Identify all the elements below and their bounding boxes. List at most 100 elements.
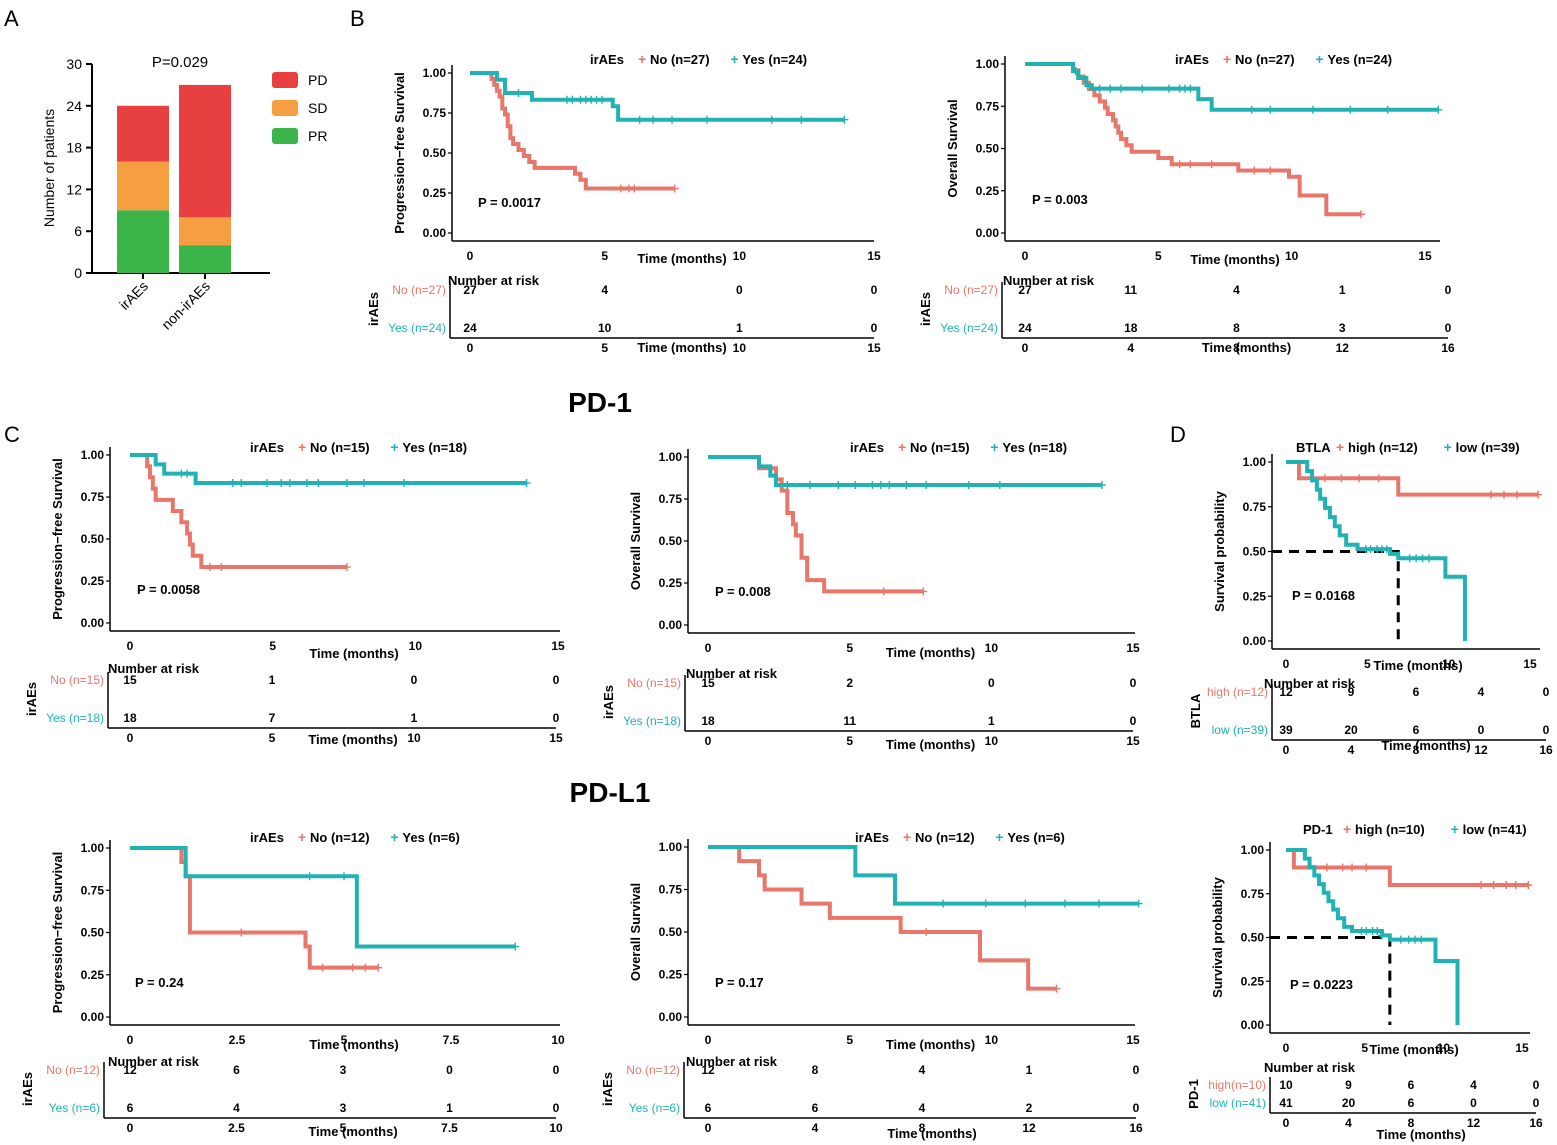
risk-title: Number at risk <box>686 666 778 681</box>
risk-x-tick: 4 <box>1127 341 1134 355</box>
legend-marker: + <box>638 51 646 67</box>
bar-pr-non-iraes <box>179 245 231 273</box>
x-tick-label: 15 <box>1418 249 1432 263</box>
y-tick-label: 0.50 <box>423 146 447 160</box>
panel-letter-a: A <box>4 6 19 31</box>
risk-x-tick: 12 <box>1336 341 1350 355</box>
risk-x-tick: 10 <box>407 731 421 745</box>
risk-value: 6 <box>127 1101 134 1115</box>
legend-marker: + <box>1451 821 1459 837</box>
risk-value: 0 <box>736 283 743 297</box>
y-tick-label: 30 <box>66 56 82 72</box>
risk-value: 1 <box>411 711 418 725</box>
y-tick-label: 0.50 <box>1241 931 1265 945</box>
x-tick-label: 10 <box>1437 1041 1451 1055</box>
risk-value: 0 <box>1543 723 1550 737</box>
y-tick-label: 0.00 <box>423 226 447 240</box>
risk-x-tick: 2.5 <box>228 1121 245 1135</box>
y-axis-label: Progression−free Survival <box>392 72 407 234</box>
risk-x-tick: 16 <box>1441 341 1455 355</box>
x-axis-label: Time (months) <box>886 1037 975 1052</box>
y-tick-label: 0.00 <box>81 1010 105 1024</box>
y-tick-label: 0.00 <box>1241 1018 1265 1032</box>
survival-curve-a <box>708 455 924 594</box>
x-tick-label: 10 <box>551 1033 565 1047</box>
risk-row-title: irAEs <box>601 685 616 719</box>
legend-title: irAEs <box>855 830 889 845</box>
legend-label: high (n=12) <box>1348 440 1418 455</box>
risk-title: Number at risk <box>1264 676 1356 691</box>
censor-mark <box>359 479 368 488</box>
risk-value: 10 <box>1279 1078 1293 1092</box>
risk-row-label: Yes (n=24) <box>388 321 446 335</box>
risk-x-tick: 5 <box>846 734 853 748</box>
censor-mark <box>305 872 314 881</box>
risk-x-tick: 16 <box>1129 1121 1143 1135</box>
censor-mark <box>1106 84 1115 93</box>
chart-title: P=0.029 <box>152 54 208 71</box>
section-title-pd1: PD-1 <box>568 387 632 418</box>
x-tick-label: non-irAEs <box>158 278 213 333</box>
risk-value: 0 <box>553 1063 560 1077</box>
y-tick-label: 1.00 <box>81 448 105 462</box>
survival-curve-b <box>1286 460 1467 641</box>
x-axis-label: Time (months) <box>309 1037 398 1052</box>
censor-mark <box>783 481 792 490</box>
risk-x-tick: 0 <box>1283 1116 1290 1130</box>
censor-mark <box>348 963 357 972</box>
censor-mark <box>511 942 520 951</box>
legend-label-pr: PR <box>308 128 327 144</box>
x-tick-label: 5 <box>1361 1041 1368 1055</box>
panel-label-c: C <box>4 422 20 447</box>
risk-x-tick: 10 <box>549 1121 563 1135</box>
risk-x-tick: 12 <box>1474 743 1488 757</box>
section-title-pdl1: PD-L1 <box>570 777 651 808</box>
censor-mark <box>1250 166 1259 175</box>
risk-x-tick: 15 <box>1126 734 1140 748</box>
censor-mark <box>374 963 383 972</box>
censor-mark <box>1434 105 1443 114</box>
censor-mark <box>649 115 658 124</box>
x-tick-label: 0 <box>1283 657 1290 671</box>
risk-x-tick: 10 <box>733 341 747 355</box>
bar-pr-iraes <box>117 210 169 273</box>
legend-marker: + <box>903 829 911 845</box>
risk-value: 12 <box>701 1063 715 1077</box>
y-tick-label: 18 <box>66 140 82 156</box>
risk-x-tick: 0 <box>467 341 474 355</box>
bar-pd-iraes <box>117 105 169 162</box>
risk-row-title: PD-1 <box>1186 1079 1201 1109</box>
risk-x-tick: 15 <box>549 731 563 745</box>
censor-mark <box>1477 881 1486 889</box>
bar-sd-non-iraes <box>179 217 231 246</box>
risk-value: 2 <box>846 676 853 690</box>
risk-title: Number at risk <box>108 1054 200 1069</box>
censor-mark <box>285 479 294 488</box>
risk-value: 9 <box>1348 685 1355 699</box>
legend-title: PD-1 <box>1303 822 1333 837</box>
survival-curve-a <box>470 71 675 191</box>
y-tick-label: 0.00 <box>81 616 105 630</box>
censor-mark <box>703 115 712 124</box>
x-tick-label: 15 <box>1515 1041 1529 1055</box>
legend-marker: + <box>898 439 906 455</box>
risk-row-label: No (n=27) <box>944 283 998 297</box>
x-axis-label: Time (months) <box>886 645 975 660</box>
y-tick-label: 0.75 <box>1241 887 1265 901</box>
risk-value: 4 <box>919 1101 926 1115</box>
censor-mark <box>1396 935 1405 944</box>
censor-mark <box>981 899 990 908</box>
risk-value: 0 <box>1533 1096 1540 1110</box>
y-tick-label: 0.00 <box>659 1010 683 1024</box>
risk-value: 18 <box>701 714 715 728</box>
risk-value: 0 <box>553 1101 560 1115</box>
y-tick-label: 0.75 <box>659 883 683 897</box>
x-tick-label: 5 <box>601 249 608 263</box>
p-value: P = 0.0017 <box>478 195 541 210</box>
y-tick-label: 0.50 <box>81 926 105 940</box>
y-tick-label: 0.50 <box>659 534 683 548</box>
risk-row-title: irAEs <box>20 1072 35 1106</box>
censor-mark <box>879 587 888 596</box>
censor-mark <box>1186 160 1195 169</box>
